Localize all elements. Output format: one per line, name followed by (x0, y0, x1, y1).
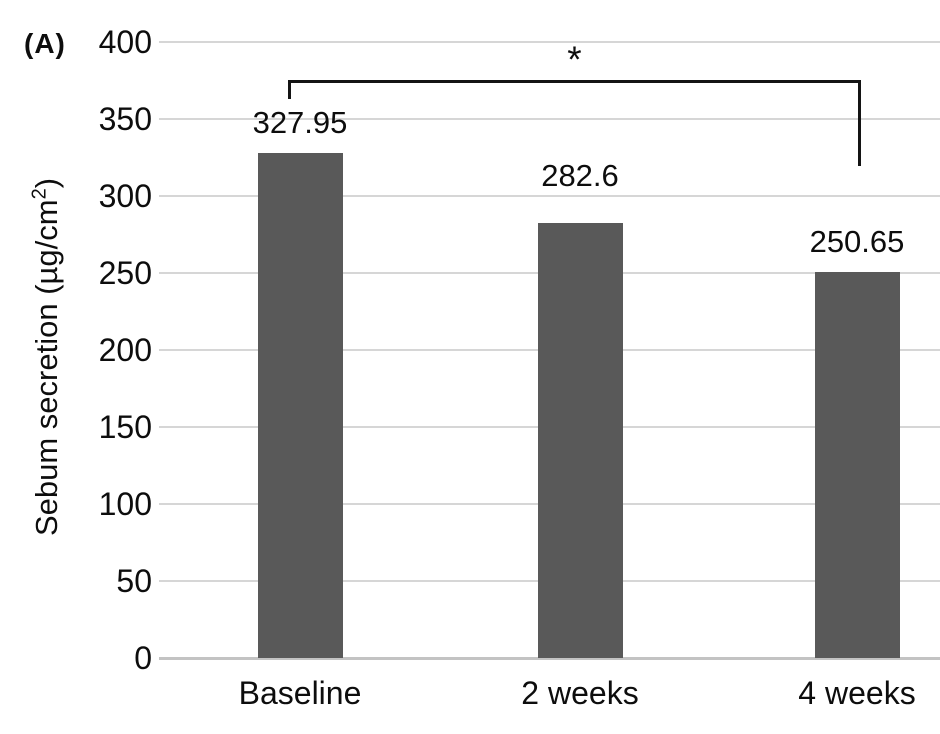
y-tick-label-350: 350 (98, 101, 152, 137)
x-axis-line (159, 657, 940, 660)
y-tick-label-0: 0 (134, 640, 152, 676)
y-tick-label-300: 300 (98, 178, 152, 214)
bar-value-label-4-weeks: 250.65 (809, 223, 905, 259)
panel-label: (A) (24, 28, 66, 59)
bar-value-label-2-weeks: 282.6 (541, 157, 619, 193)
y-tick-label-200: 200 (98, 332, 152, 368)
bar-2-weeks (537, 222, 623, 658)
significance-bracket-horizontal (288, 80, 861, 83)
y-tick-label-50: 50 (116, 563, 152, 599)
y-tick-label-150: 150 (98, 409, 152, 445)
gridline-350 (159, 118, 940, 120)
gridline-300 (159, 195, 940, 197)
x-category-label-4-weeks: 4 weeks (798, 675, 916, 711)
bar-value-label-baseline: 327.95 (252, 104, 348, 140)
significance-bracket-left-tick (288, 80, 291, 99)
significance-bracket-right-tick (858, 80, 861, 166)
y-tick-label-100: 100 (98, 486, 152, 522)
x-category-label-baseline: Baseline (238, 675, 362, 711)
y-tick-label-250: 250 (98, 255, 152, 291)
gridline-400 (159, 41, 940, 43)
bar-4-weeks (814, 271, 900, 658)
bar-baseline (257, 152, 343, 658)
x-category-label-2-weeks: 2 weeks (521, 675, 639, 711)
y-tick-label-400: 400 (98, 24, 152, 60)
significance-asterisk: * (567, 39, 582, 80)
